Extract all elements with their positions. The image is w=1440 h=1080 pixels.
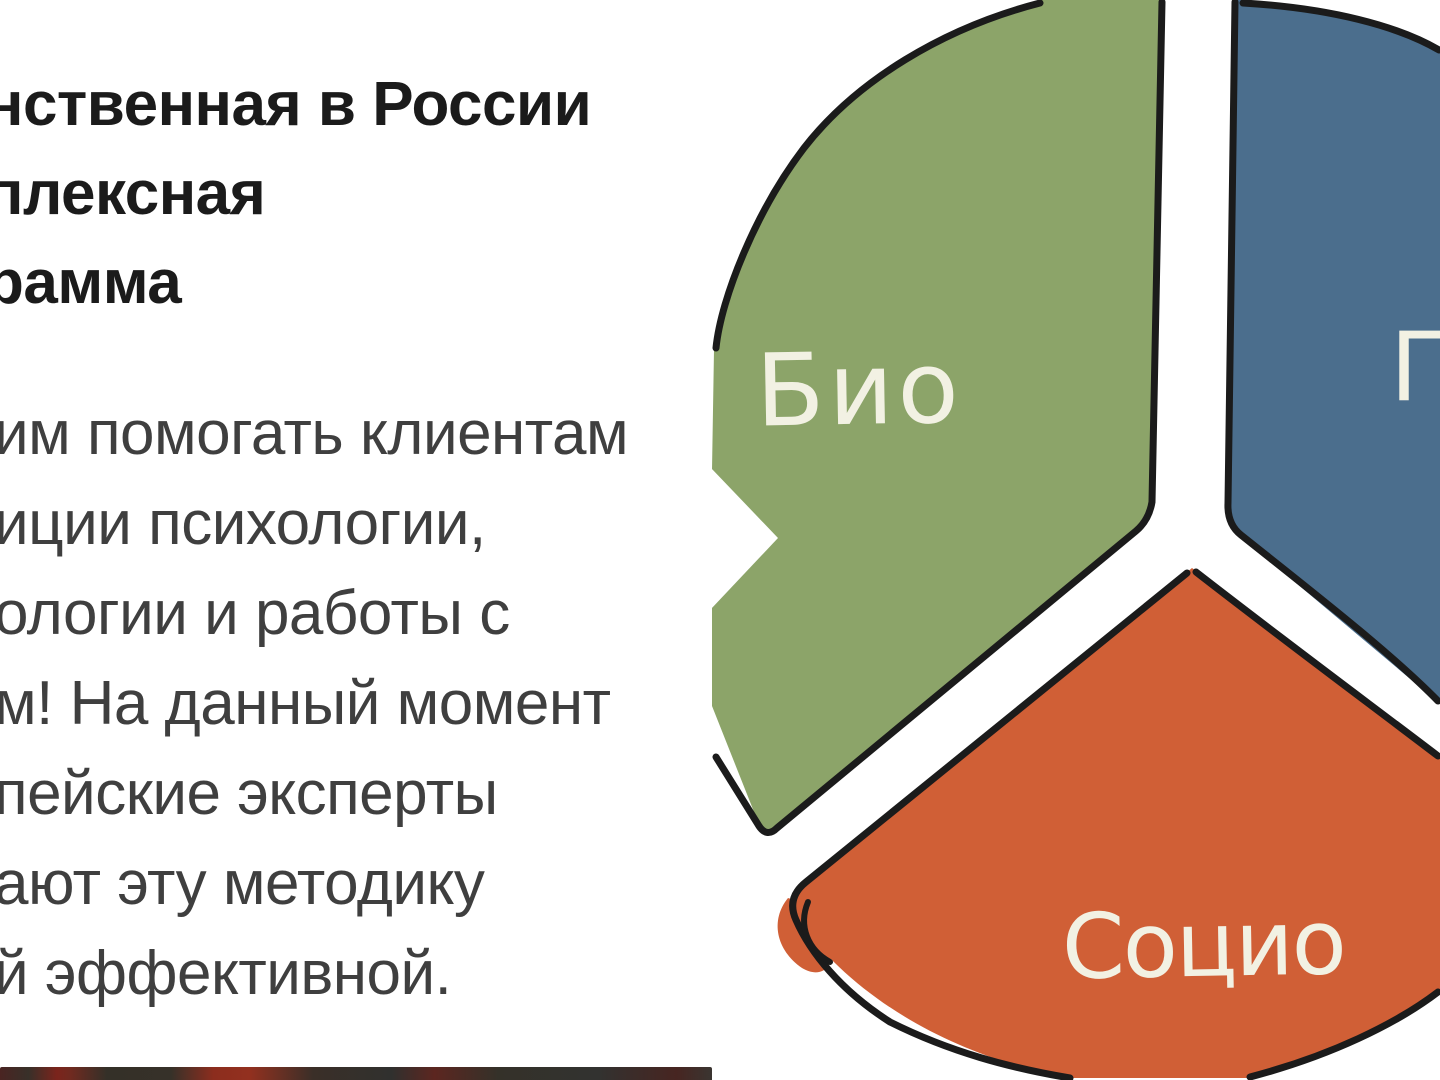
pie-label-bio: Био <box>755 329 964 450</box>
paragraph-line-1: им помогать клиентам <box>0 399 629 468</box>
paragraph-line-2: иции психологии, <box>0 489 486 558</box>
hero-heading: нственная в России плексная рамма <box>0 60 592 327</box>
heading-line-2: плексная <box>0 159 266 228</box>
pie-slice-bio: Био <box>712 0 1166 836</box>
pie-chart-svg: Био П Социо <box>711 0 1440 1080</box>
paragraph-line-7: й эффективной. <box>0 939 452 1008</box>
paragraph-line-4: м! На данный момент <box>0 669 611 738</box>
bio-psycho-socio-pie-illustration: Био П Социо <box>690 0 1440 1080</box>
panel-pointer-arrow <box>711 468 778 609</box>
hero-paragraph: им помогать клиентам иции психологии, ол… <box>0 389 629 1019</box>
cropped-image-strip <box>0 1067 712 1080</box>
heading-line-1: нственная в России <box>0 70 592 139</box>
pie-label-socio: Социо <box>1061 890 1346 1000</box>
pie-label-psycho: П <box>1390 313 1440 423</box>
pie-slice-psycho: П <box>1224 0 1440 705</box>
paragraph-line-5: пейские эксперты <box>0 759 498 828</box>
paragraph-line-6: ают эту методику <box>0 849 485 918</box>
paragraph-line-3: ологии и работы с <box>0 579 510 648</box>
pie-slice-socio: Социо <box>777 568 1440 1080</box>
hero-text-column: нственная в России плексная рамма им пом… <box>0 0 680 1080</box>
heading-line-3: рамма <box>0 248 182 317</box>
